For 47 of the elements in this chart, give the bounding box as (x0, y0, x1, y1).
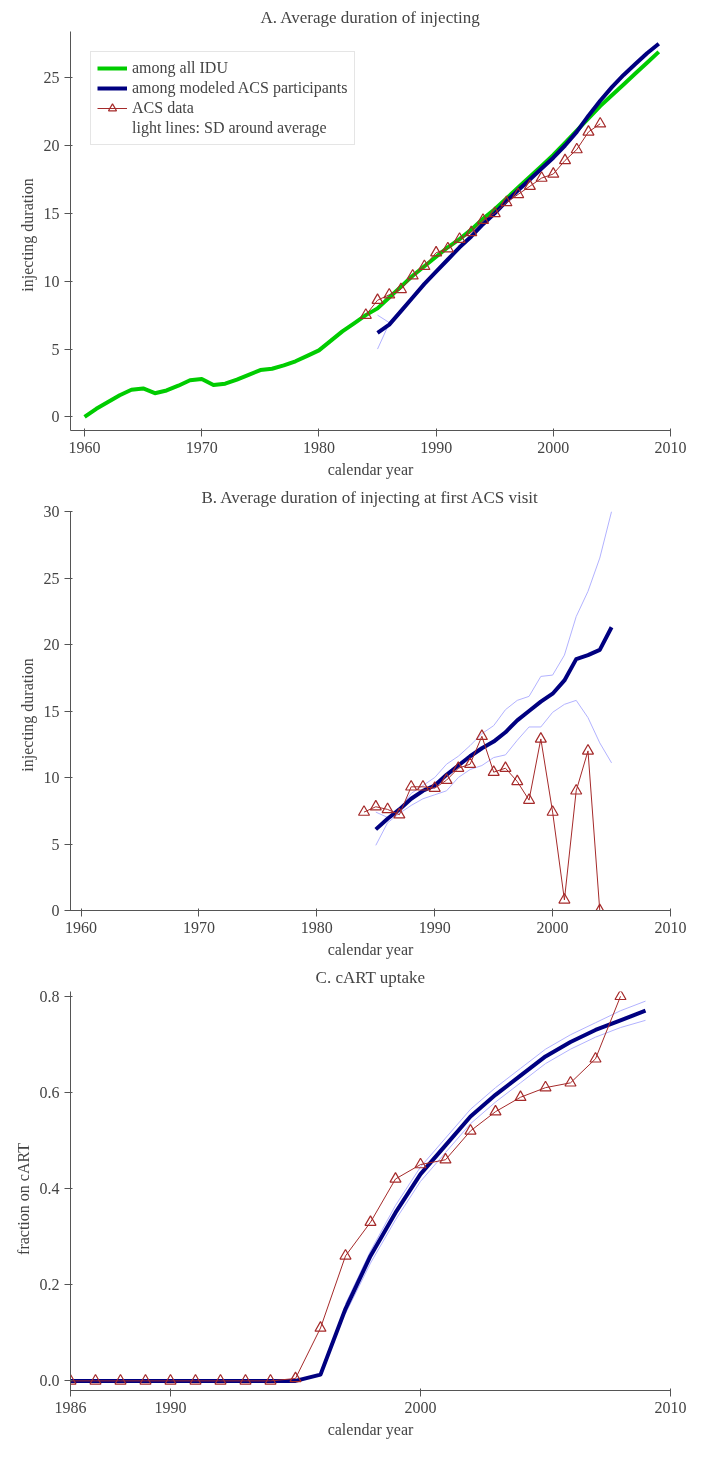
chart-title: B. Average duration of injecting at first ACS visit (201, 487, 538, 507)
x-tick-label: 1990 (420, 438, 453, 456)
y-tick-label: 5 (51, 835, 60, 853)
y-axis-title: injecting duration (18, 658, 37, 772)
y-tick-label: 15 (43, 702, 60, 720)
x-tick-label: 2010 (654, 918, 687, 936)
y-tick-label: 20 (43, 636, 60, 653)
y-tick-label: 25 (43, 69, 60, 87)
x-tick-label: 2000 (404, 1398, 437, 1416)
x-tick-label: 1970 (185, 438, 218, 456)
y-tick-label: 5 (51, 340, 60, 358)
x-tick-label: 1970 (182, 918, 215, 936)
y-tick-label: 0.0 (39, 1372, 60, 1390)
y-tick-label: 10 (43, 769, 60, 786)
x-tick-label: 1960 (68, 438, 101, 456)
y-tick-label: 0.6 (39, 1083, 60, 1101)
x-tick-label: 1960 (65, 918, 98, 936)
y-tick-label: 15 (43, 204, 60, 222)
x-tick-label: 2000 (536, 918, 569, 936)
x-tick-label: 2000 (537, 438, 570, 456)
y-tick-label: 0.4 (39, 1180, 60, 1198)
x-tick-label: 2010 (654, 1398, 687, 1416)
y-axis-title: injecting duration (18, 178, 37, 292)
x-tick-label: 2010 (654, 438, 687, 456)
x-tick-label: 1980 (302, 438, 335, 456)
x-axis-title: calendar year (327, 460, 415, 479)
y-tick-label: 10 (43, 272, 60, 290)
x-tick-label: 1980 (300, 918, 333, 936)
x-axis-title: calendar year (327, 940, 415, 959)
y-axis-title: fraction on cART (14, 1142, 32, 1255)
x-tick-label: 1990 (154, 1398, 187, 1416)
y-tick-label: 30 (43, 503, 60, 520)
y-tick-label: 0 (51, 902, 60, 919)
x-axis-title: calendar year (327, 1420, 415, 1439)
y-tick-label: 20 (43, 137, 60, 154)
y-tick-label: 0.2 (39, 1276, 60, 1294)
legend-label: ACS data (132, 99, 194, 117)
y-tick-label: 0 (51, 408, 60, 426)
chart-title: A. Average duration of injecting (260, 7, 481, 27)
annotation: light lines: SD around average (132, 119, 327, 137)
x-tick-label: 1990 (418, 918, 451, 936)
y-tick-label: 0.8 (39, 987, 60, 1005)
x-tick-label: 1986 (54, 1398, 87, 1416)
legend-label: among modeled ACS participants (132, 79, 348, 97)
chart-title: C. cART uptake (315, 967, 426, 987)
y-tick-label: 25 (43, 569, 60, 587)
legend-label: among all IDU (132, 59, 228, 77)
